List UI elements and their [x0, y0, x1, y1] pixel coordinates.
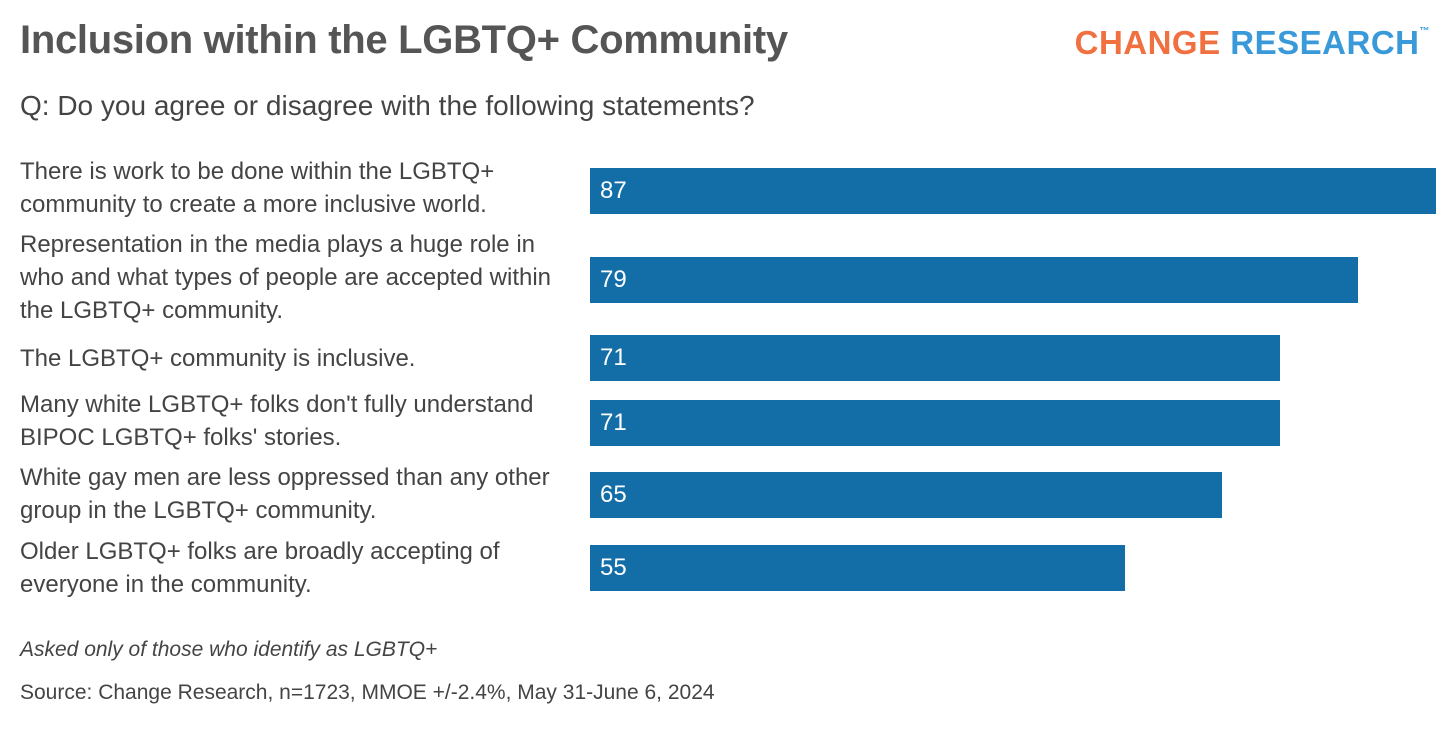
- question-subtitle: Q: Do you agree or disagree with the fol…: [20, 90, 755, 121]
- category-label: There is work to be done within the LGBT…: [20, 158, 495, 218]
- bar-chart: There is work to be done within the LGBT…: [20, 158, 1436, 598]
- bar-value-label: 71: [600, 409, 627, 436]
- category-label: Many white LGBTQ+ folks don't fully unde…: [20, 391, 534, 451]
- footnote: Asked only of those who identify as LGBT…: [20, 638, 438, 661]
- bar: 55: [590, 545, 1125, 591]
- bar-value-label: 65: [600, 481, 627, 508]
- category-label: The LGBTQ+ community is inclusive.: [20, 345, 416, 372]
- category-label: Representation in the media plays a huge…: [20, 231, 552, 324]
- bar: 71: [590, 400, 1280, 446]
- bar: 79: [590, 257, 1358, 303]
- category-label: Older LGBTQ+ folks are broadly accepting…: [20, 538, 500, 598]
- chart-title: Inclusion within the LGBTQ+ Community: [20, 18, 788, 62]
- bar-value-label: 71: [600, 344, 627, 371]
- bar: 65: [590, 472, 1222, 518]
- category-label: White gay men are less oppressed than an…: [20, 464, 550, 524]
- bar-value-label: 87: [600, 177, 627, 204]
- trademark-mark: ™: [1419, 26, 1430, 37]
- change-research-logo: CHANGE RESEARCH™: [1075, 24, 1430, 62]
- bar-value-label: 55: [600, 554, 627, 581]
- bar-value-label: 79: [600, 266, 627, 293]
- logo-word-change: CHANGE: [1074, 24, 1221, 61]
- bar: 87: [590, 168, 1436, 214]
- source-line: Source: Change Research, n=1723, MMOE +/…: [20, 681, 715, 704]
- bar: 71: [590, 335, 1280, 381]
- logo-word-research: RESEARCH: [1230, 24, 1420, 61]
